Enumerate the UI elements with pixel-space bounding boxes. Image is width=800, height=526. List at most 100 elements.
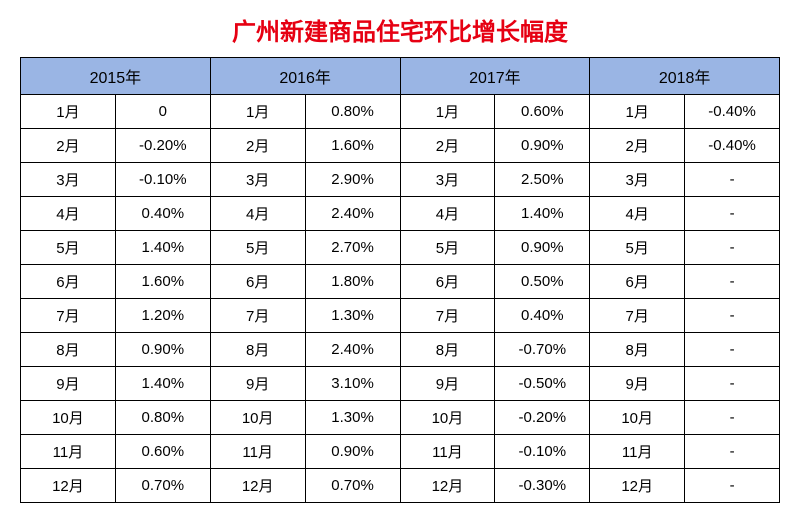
value-cell: 1.30% (305, 299, 400, 333)
value-cell: 1.30% (305, 401, 400, 435)
month-cell: 6月 (400, 265, 495, 299)
value-cell: - (685, 299, 780, 333)
page-title: 广州新建商品住宅环比增长幅度 (20, 12, 780, 47)
value-cell: -0.40% (685, 95, 780, 129)
value-cell: - (685, 469, 780, 503)
table-row: 6月1.60%6月1.80%6月0.50%6月- (21, 265, 780, 299)
value-cell: 0.80% (305, 95, 400, 129)
table-row: 12月0.70%12月0.70%12月-0.30%12月- (21, 469, 780, 503)
table-row: 1月01月0.80%1月0.60%1月-0.40% (21, 95, 780, 129)
month-cell: 9月 (210, 367, 305, 401)
value-cell: 0.40% (495, 299, 590, 333)
value-cell: 1.20% (115, 299, 210, 333)
month-cell: 11月 (590, 435, 685, 469)
table-row: 5月1.40%5月2.70%5月0.90%5月- (21, 231, 780, 265)
table-row: 7月1.20%7月1.30%7月0.40%7月- (21, 299, 780, 333)
month-cell: 1月 (400, 95, 495, 129)
value-cell: - (685, 265, 780, 299)
month-cell: 6月 (210, 265, 305, 299)
month-cell: 6月 (21, 265, 116, 299)
month-cell: 3月 (21, 163, 116, 197)
month-cell: 2月 (210, 129, 305, 163)
value-cell: - (685, 197, 780, 231)
value-cell: 0.90% (115, 333, 210, 367)
table-row: 10月0.80%10月1.30%10月-0.20%10月- (21, 401, 780, 435)
value-cell: 0.50% (495, 265, 590, 299)
value-cell: -0.20% (115, 129, 210, 163)
table-row: 2月-0.20%2月1.60%2月0.90%2月-0.40% (21, 129, 780, 163)
month-cell: 5月 (590, 231, 685, 265)
table-row: 3月-0.10%3月2.90%3月2.50%3月- (21, 163, 780, 197)
value-cell: 3.10% (305, 367, 400, 401)
month-cell: 3月 (400, 163, 495, 197)
month-cell: 3月 (210, 163, 305, 197)
value-cell: 0.80% (115, 401, 210, 435)
month-cell: 4月 (400, 197, 495, 231)
month-cell: 11月 (210, 435, 305, 469)
month-cell: 7月 (400, 299, 495, 333)
value-cell: -0.50% (495, 367, 590, 401)
table-row: 4月0.40%4月2.40%4月1.40%4月- (21, 197, 780, 231)
month-cell: 10月 (400, 401, 495, 435)
month-cell: 9月 (590, 367, 685, 401)
month-cell: 2月 (400, 129, 495, 163)
month-cell: 5月 (400, 231, 495, 265)
month-cell: 12月 (210, 469, 305, 503)
value-cell: 1.60% (305, 129, 400, 163)
year-header-2016: 2016年 (210, 58, 400, 95)
month-cell: 10月 (21, 401, 116, 435)
value-cell: 2.70% (305, 231, 400, 265)
table-row: 8月0.90%8月2.40%8月-0.70%8月- (21, 333, 780, 367)
value-cell: - (685, 367, 780, 401)
month-cell: 12月 (21, 469, 116, 503)
value-cell: 0.90% (495, 129, 590, 163)
value-cell: - (685, 231, 780, 265)
month-cell: 7月 (21, 299, 116, 333)
month-cell: 7月 (590, 299, 685, 333)
value-cell: 1.80% (305, 265, 400, 299)
month-cell: 1月 (210, 95, 305, 129)
value-cell: -0.10% (115, 163, 210, 197)
value-cell: 1.60% (115, 265, 210, 299)
month-cell: 11月 (400, 435, 495, 469)
month-cell: 1月 (21, 95, 116, 129)
value-cell: -0.20% (495, 401, 590, 435)
month-cell: 6月 (590, 265, 685, 299)
month-cell: 8月 (400, 333, 495, 367)
value-cell: - (685, 163, 780, 197)
value-cell: -0.10% (495, 435, 590, 469)
month-cell: 4月 (590, 197, 685, 231)
value-cell: - (685, 401, 780, 435)
growth-table: 2015年 2016年 2017年 2018年 1月01月0.80%1月0.60… (20, 57, 780, 503)
month-cell: 4月 (21, 197, 116, 231)
value-cell: 1.40% (115, 367, 210, 401)
month-cell: 12月 (400, 469, 495, 503)
value-cell: -0.70% (495, 333, 590, 367)
month-cell: 4月 (210, 197, 305, 231)
value-cell: 0.90% (305, 435, 400, 469)
value-cell: 2.40% (305, 333, 400, 367)
month-cell: 8月 (21, 333, 116, 367)
value-cell: 2.90% (305, 163, 400, 197)
month-cell: 1月 (590, 95, 685, 129)
month-cell: 5月 (210, 231, 305, 265)
value-cell: 0.40% (115, 197, 210, 231)
year-header-2017: 2017年 (400, 58, 590, 95)
table-row: 9月1.40%9月3.10%9月-0.50%9月- (21, 367, 780, 401)
value-cell: -0.30% (495, 469, 590, 503)
month-cell: 10月 (590, 401, 685, 435)
year-header-2018: 2018年 (590, 58, 780, 95)
month-cell: 3月 (590, 163, 685, 197)
value-cell: 0.60% (115, 435, 210, 469)
value-cell: 1.40% (495, 197, 590, 231)
value-cell: 0.90% (495, 231, 590, 265)
month-cell: 8月 (210, 333, 305, 367)
table-row: 11月0.60%11月0.90%11月-0.10%11月- (21, 435, 780, 469)
value-cell: -0.40% (685, 129, 780, 163)
month-cell: 8月 (590, 333, 685, 367)
month-cell: 2月 (590, 129, 685, 163)
value-cell: 0 (115, 95, 210, 129)
value-cell: - (685, 435, 780, 469)
month-cell: 5月 (21, 231, 116, 265)
value-cell: 0.70% (115, 469, 210, 503)
